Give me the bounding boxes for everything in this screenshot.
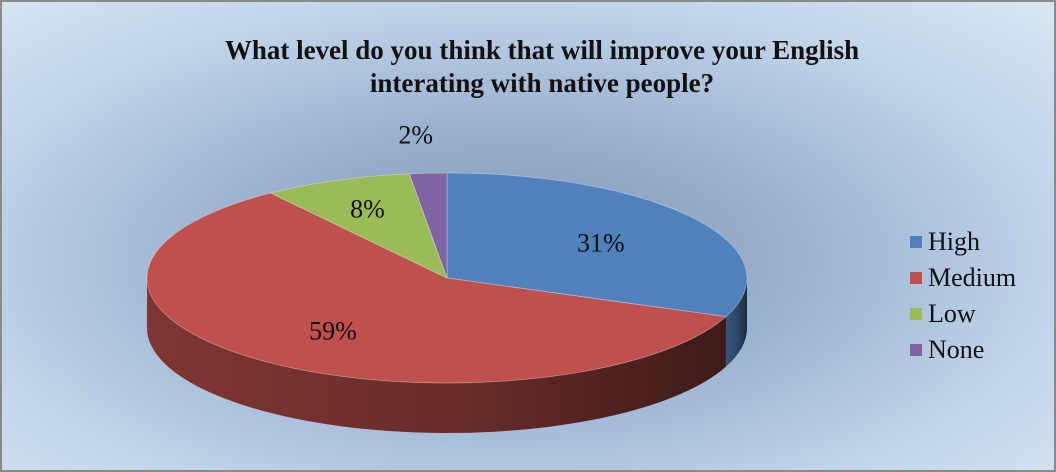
legend-item-none: None xyxy=(910,332,1016,368)
legend-swatch-high xyxy=(910,236,922,248)
legend-label-high: High xyxy=(928,227,980,256)
pie-side-shade-medium xyxy=(147,278,726,434)
pie-data-labels: 31% 59% 8% 2% xyxy=(309,120,625,345)
pie-side-shade-high xyxy=(725,278,747,367)
chart-title-line-1: What level do you think that will improv… xyxy=(224,35,860,65)
pie-label-medium: 59% xyxy=(309,316,357,345)
legend-item-medium: Medium xyxy=(910,260,1016,296)
legend-swatch-none xyxy=(910,344,922,356)
chart-title-line-2: interating with native people? xyxy=(369,68,715,98)
pie-label-none: 2% xyxy=(398,120,433,149)
legend-item-high: High xyxy=(910,224,1016,260)
pie-slice-none xyxy=(408,172,448,279)
legend-label-low: Low xyxy=(928,299,976,328)
pie-side-walls xyxy=(147,278,747,434)
pie-slice-medium xyxy=(146,192,727,384)
pie-label-low: 8% xyxy=(350,195,385,224)
pie-label-high: 31% xyxy=(577,228,625,257)
legend-label-medium: Medium xyxy=(928,263,1017,292)
pie-slice-low xyxy=(269,173,448,279)
legend-swatch-low xyxy=(910,308,922,320)
legend-swatch-medium xyxy=(910,272,922,284)
legend-label-none: None xyxy=(928,335,985,364)
legend-item-low: Low xyxy=(910,296,1016,332)
pie-top-faces xyxy=(146,172,748,384)
chart-legend: High Medium Low None xyxy=(910,224,1016,368)
pie-slice-high xyxy=(446,172,748,318)
chart-title: What level do you think that will improv… xyxy=(2,34,1056,100)
